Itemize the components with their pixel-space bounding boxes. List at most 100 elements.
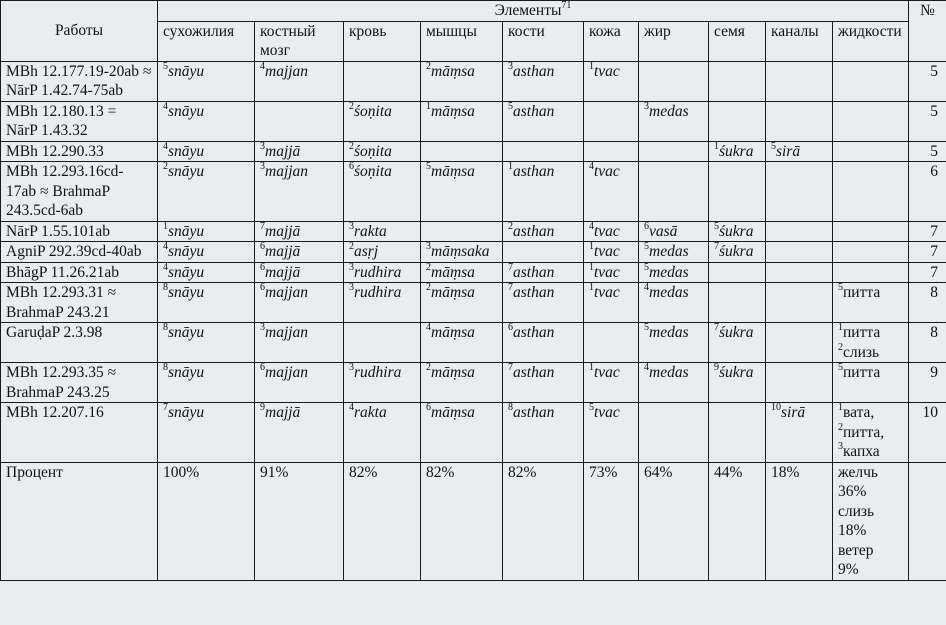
fluid-percent-line: ветер [838,541,874,559]
element-entry: 5asthan [508,101,578,121]
element-entry: 9śukra [714,364,760,383]
element-term: snāyu [168,142,205,160]
element-cell [343,60,421,102]
element-cell: 8asthan [502,402,584,463]
element-term: tvac [594,163,620,180]
element-term: medas [649,364,689,381]
element-cell [765,322,833,363]
element-cell: 1tvac [583,261,639,283]
element-cell: 2asthan [502,220,584,242]
percent-value: 100% [157,461,255,581]
order-number: 3 [349,221,354,232]
element-cell [765,100,833,142]
element-entry: 6majjā [260,263,338,282]
column-header: жир [638,20,709,62]
element-term: snāyu [168,364,205,381]
work-cell: GaruḍaP 2.3.98 [0,322,158,363]
element-entry: 3māṃsaka [426,242,497,261]
order-number: 4 [163,262,168,273]
element-term: rudhira [354,263,402,281]
order-number: 7 [508,282,513,294]
percent-value: 64% [638,461,709,581]
count-cell: 8 [908,322,946,363]
element-entry: 3капха [838,441,903,461]
element-term: medas [649,324,689,341]
element-entry: 5medas [644,322,703,343]
element-term: māṃsa [431,263,475,281]
order-number: 3 [349,362,354,374]
element-term: māṃsa [431,62,475,80]
element-cell: 3māṃsaka [420,241,503,263]
order-number: 4 [349,402,354,413]
order-number: 3 [838,441,843,452]
work-cell: NārP 1.55.101ab [0,220,158,242]
element-term: māṃsa [431,284,475,301]
element-entry: 2snāyu [163,162,249,181]
order-number: 5 [644,262,649,273]
element-term: snāyu [168,102,205,120]
element-cell [708,60,766,102]
table-row: MBh 12.293.35 ≈ BrahmaP 243.25 8snāyu 6maj… [0,362,946,403]
element-entry: 1māṃsa [426,102,497,121]
order-number: 7 [508,362,513,374]
element-cell: 4rakta [343,402,421,463]
work-cell: AgniP 292.39cd-40ab [0,241,158,263]
element-entry: 6majjā [260,242,338,261]
element-entry: 1asthan [508,162,578,181]
element-entry: 7asthan [508,362,578,383]
element-entry: 1tvac [589,62,633,81]
element-entry: 4snāyu [163,142,249,161]
element-cell: 9majjā [254,402,344,463]
element-cell: 7majjā [254,220,344,242]
element-cell: 8snāyu [157,362,255,403]
element-entry: 2śoṇita [349,102,415,121]
footnote-ref[interactable]: 71 [561,0,572,11]
element-cell [638,161,709,222]
element-cell [502,140,584,162]
element-term: śukra [719,324,754,341]
element-term: капха [843,443,880,460]
percent-value: 44% [708,461,766,581]
element-term: питта [843,284,881,301]
element-cell: 9śukra [708,362,766,403]
element-term: vasā [649,222,678,240]
element-entry: 5tvac [589,403,633,422]
percent-value: 73% [583,461,639,581]
element-term: snāyu [168,284,205,301]
fluid-percent-line: слизь [838,502,875,520]
element-cell: 7śukra [708,322,766,363]
order-number: 1 [589,262,594,273]
element-term: asthan [513,263,555,281]
column-header: кожа [583,20,639,62]
element-term: māṃsaka [431,243,490,260]
element-cell [420,140,503,162]
element-cell: 4medas [638,282,709,323]
element-term: majjā [265,404,301,421]
element-term: śoṇita [354,163,392,180]
order-number: 3 [260,141,265,152]
element-cell: 4snāyu [157,241,255,263]
element-cell: 6asthan [502,322,584,363]
order-number: 1 [714,141,719,152]
element-cell: 2asṛj [343,241,421,263]
order-number: 5 [838,362,843,374]
element-cell: 7snāyu [157,402,255,463]
element-cell: 1tvac [583,282,639,323]
element-cell: 7asthan [502,261,584,283]
order-number: 6 [644,221,649,232]
element-term: majjan [265,364,309,381]
element-cell: 3medas [638,100,709,142]
order-number: 5 [644,322,649,334]
element-term: tvac [594,404,620,421]
element-term: snāyu [168,243,205,260]
element-entry: 2питта, [838,422,903,443]
element-term: śukra [719,364,754,381]
element-term: majjan [265,284,309,301]
element-cell [831,220,910,242]
element-entry: 5śukra [714,222,760,241]
order-number: 1 [589,282,594,294]
order-number: 5 [508,101,513,112]
column-header: кости [502,20,584,62]
element-term: asthan [513,102,555,120]
works-header: Работы [0,0,158,62]
